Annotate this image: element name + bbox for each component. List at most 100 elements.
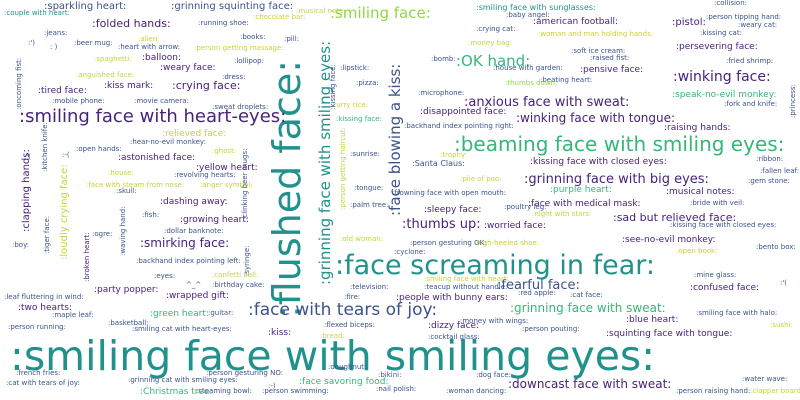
word-person-swimming: :person swimming: (262, 387, 329, 395)
word-syringe: :syringe: (243, 245, 251, 276)
word-person-raising-hand: :person raising hand: (676, 387, 751, 395)
word-bomb: :bomb: (431, 55, 456, 63)
word-house-with-garden: :house with garden: (493, 64, 563, 72)
word-sunrise: :sunrise: (350, 150, 381, 158)
word-lipstick: :lipstick: (340, 64, 370, 72)
word-raised-fist: :raised fist: (590, 54, 630, 62)
word-musical-note: :musical note: (296, 7, 346, 15)
word-smiling-sunglasses: :smiling face with sunglasses: (476, 3, 596, 12)
word-baby-angel: :baby angel: (506, 11, 550, 19)
word-running-shoe: :running shoe: (198, 19, 249, 27)
word-purple-heart: :purple heart: (550, 185, 612, 195)
word-revolving-hearts: :revolving hearts: (174, 171, 236, 179)
word-jeans: :jeans: (44, 29, 68, 37)
word-downcast-face: :downcast face with sweat: (508, 377, 672, 391)
word-winking-tongue: :winking face with tongue: (516, 111, 676, 125)
word-crying-face: :crying face: (172, 79, 241, 92)
word-beating-heart: :beating heart: (540, 76, 593, 84)
word-dollar-banknote: :dollar banknote: (164, 227, 224, 235)
word-person-running: :person running: (8, 323, 66, 331)
word-confused-face: :confused face: (690, 283, 760, 293)
word-yellow-heart: :yellow heart: (196, 163, 258, 173)
word-teacup: :teacup without handle: (424, 283, 508, 291)
word-house: :house: (108, 169, 134, 177)
word-hear-no-evil: :hear-no-evil monkey: (130, 138, 206, 146)
word-money-with-wings: :money with wings: (460, 317, 529, 325)
word-leaf-fluttering: :leaf fluttering in wind: (4, 293, 84, 301)
word-woman-man-holding-hands: :woman and man holding hands: (538, 30, 654, 38)
word-guitar: :guitar: (208, 309, 234, 317)
word-face-medical-mask: :face with medical mask: (528, 199, 641, 209)
word-pensive-face: :pensive face: (580, 65, 644, 75)
word-woman-dancing: :woman dancing: (446, 387, 507, 395)
word-fork-and-knife: :fork and knife: (724, 100, 778, 108)
word-folded-hands: :folded hands: (92, 17, 171, 30)
word-smirking-face: :smirking face: (140, 236, 230, 250)
word-waving-hand: :waving hand: (119, 206, 127, 256)
word-palm-tree: :palm tree: (350, 201, 389, 209)
word-people-bunny-ears: :people with bunny ears: (396, 293, 508, 303)
word-anger-symbol: :anger symbol: (200, 181, 253, 189)
word-sleepy-face: :sleepy face: (424, 205, 482, 215)
word-face-steam-nose: :face with steam from nose: (86, 181, 185, 189)
word-frowning-open-mouth: :frowning face with open mouth: (392, 189, 507, 197)
word-pizza: :pizza: (356, 79, 379, 87)
word-person-getting-haircut: :person getting haircut: (339, 127, 347, 210)
word-astonished-face: :astonished face: (118, 153, 196, 163)
word-broken-heart: :broken heart: (83, 232, 91, 282)
emoticon-7: :'( (780, 279, 788, 287)
word-basketball: :basketball: (108, 319, 149, 327)
word-kiss: :kiss: (268, 328, 292, 338)
word-sad-relieved: :sad but relieved face: (613, 211, 737, 224)
word-bento-box: :bento box: (756, 243, 796, 251)
word-person-gesturing-ok: :person gesturing OK: (410, 239, 487, 247)
word-squinting-tongue: :squinting face with tongue: (606, 329, 733, 339)
word-trophy: :trophy: (440, 151, 467, 159)
word-cat-face: :cat face: (570, 291, 603, 299)
word-dog-face: :dog face: (476, 371, 512, 379)
word-open-hands: :open hands: (76, 145, 122, 153)
word-backhand-index-left: :backhand index pointing left: (136, 257, 241, 265)
word-curry-rice: :curry rice: (330, 101, 368, 109)
word-pistol: :pistol: (672, 17, 706, 28)
word-fish: :fish: (142, 211, 160, 219)
word-party-popper: :party popper: (94, 285, 159, 295)
word-two-hearts: :two hearts: (18, 303, 72, 313)
word-person-pouting: :person pouting: (522, 325, 580, 333)
word-books: :books: (240, 33, 266, 41)
word-kiss-mark: :kiss mark: (104, 81, 154, 91)
word-princess: :princess: (789, 84, 797, 118)
word-santa-claus: :Santa Claus: (412, 159, 465, 168)
word-tongue: :tongue: (354, 184, 384, 192)
word-smiling-heart-small: :smiling face with heart: (424, 275, 509, 283)
word-balloon: :balloon: (142, 53, 182, 63)
word-fire: :fire: (344, 293, 361, 301)
word-money-bag: :money bag: (468, 39, 513, 47)
word-spaghetti: :spaghetti: (94, 55, 132, 63)
word-microphone: :microphone: (418, 89, 465, 97)
word-kitchen-knife: :kitchen knife: (41, 122, 49, 172)
word-doughnut: :doughnut: (328, 363, 367, 371)
word-lollipop: :lollipop: (234, 57, 264, 65)
word-dashing-away: :dashing away: (160, 197, 228, 207)
word-cat-tears-of-joy: :cat with tears of joy: (6, 379, 80, 387)
word-ghost: :ghost: (212, 147, 237, 155)
word-grinning-cat: :grinning cat with smiling eyes: (128, 376, 238, 384)
word-boy: :boy: (12, 241, 30, 249)
emoticon-6: ^_^ (186, 281, 202, 289)
word-ok-hand: :OK hand: (456, 52, 531, 70)
word-beaming-face: :beaming face with smiling eyes: (454, 132, 785, 156)
word-raising-hands: :raising hands: (664, 123, 731, 133)
word-grinning-squinting: :grinning squinting face: (171, 1, 294, 12)
word-sparkling-heart: :sparkling heart: (44, 1, 127, 12)
word-ribbon: :ribbon: (756, 155, 784, 163)
word-eyes: :eyes: (154, 272, 176, 280)
word-red-apple: :red apple: (518, 289, 556, 297)
word-musical-notes: :musical notes: (666, 187, 735, 197)
word-weary-cat: :weary cat: (738, 21, 778, 29)
word-smiling-heart-eyes: :smiling face with heart-eyes: (19, 106, 287, 127)
emoticon-2: : ) (50, 43, 58, 51)
word-christmas-tree: :Christmas tree: (140, 387, 213, 397)
word-green-heart: :green heart: (150, 309, 209, 319)
word-anxious-face: :anxious face with sweat: (464, 95, 630, 110)
